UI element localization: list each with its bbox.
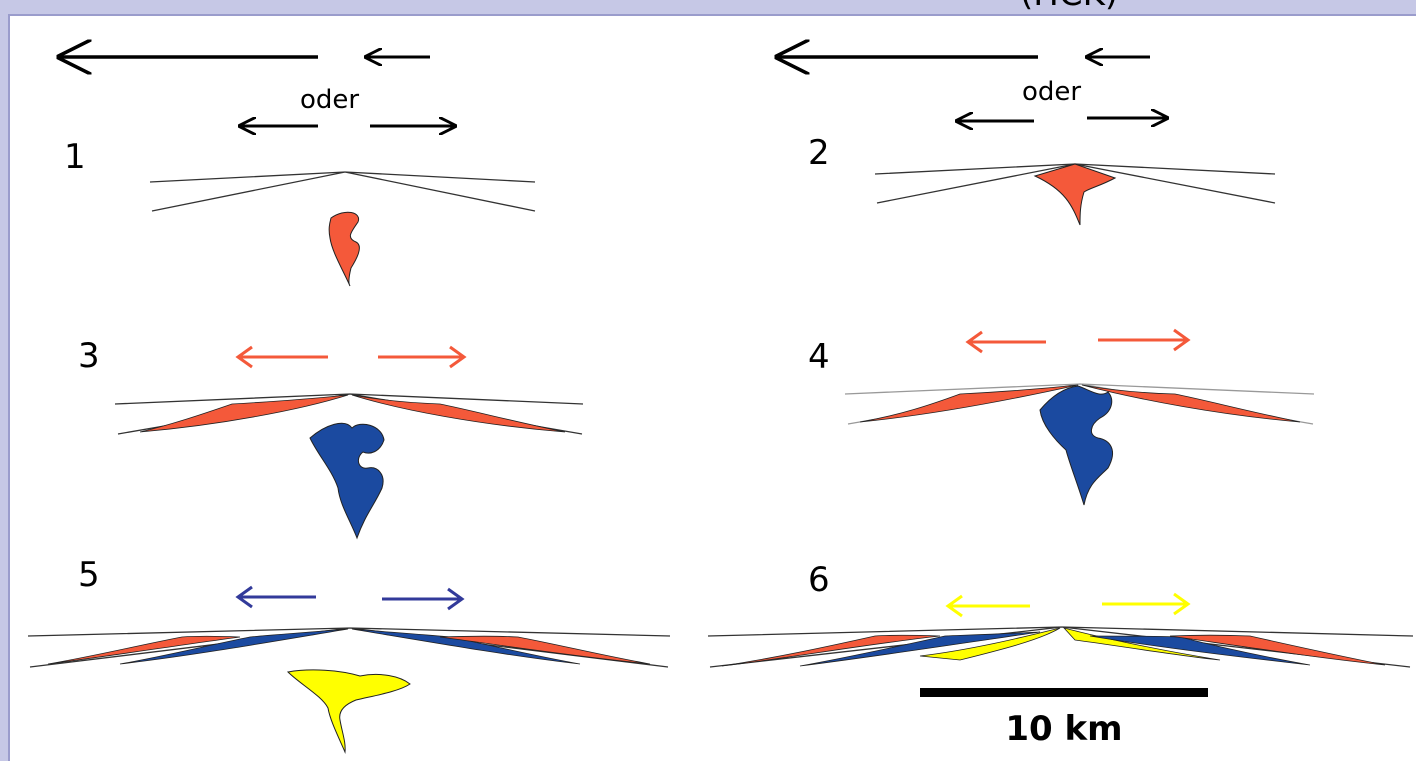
stage-6: 6 (707, 560, 1414, 668)
volcanic-layer-right-blue (1089, 635, 1311, 666)
volcanic-layer-left-blue (799, 631, 1041, 667)
stage-number: 2 (808, 133, 830, 173)
arrowhead-left (965, 330, 983, 354)
volcanic-layer-left-red (721, 634, 941, 667)
arrowhead-right (1173, 592, 1191, 616)
volcanic-layer-right (351, 394, 566, 433)
volcanic-layer-left-yellow (919, 627, 1061, 661)
stage-number: 6 (808, 560, 830, 600)
scale-bar-label: 10 km (1005, 709, 1122, 749)
stage-number: 5 (78, 555, 100, 595)
arrowhead-left (235, 345, 253, 369)
stage-number: 3 (78, 336, 100, 376)
alternative-label: oder (300, 85, 359, 115)
volcanic-layer-left-red (47, 635, 241, 665)
stage-number: 1 (64, 137, 86, 177)
crust-layer (149, 171, 536, 212)
crust-layer (707, 626, 1414, 668)
magma-body (286, 669, 411, 754)
stage-1: oder 1 (60, 57, 536, 287)
arrowhead-right (447, 587, 465, 611)
scale-bar-line (920, 688, 1208, 697)
arrowhead-left (945, 594, 963, 618)
volcanic-layer-right (1081, 384, 1301, 423)
stage-3: 3 (78, 336, 584, 540)
stage-number: 4 (808, 337, 830, 377)
magma-body (1033, 163, 1117, 226)
magma-body (309, 422, 385, 540)
header-caption: (HCK) (1020, 0, 1118, 14)
stage-4: 4 (808, 328, 1315, 506)
arrowhead-right (1173, 328, 1191, 352)
stage-2: oder 2 (778, 57, 1276, 226)
arrowhead-left (235, 585, 253, 609)
volcanic-layer-right-blue (351, 628, 581, 665)
volcanic-layer-left (859, 384, 1079, 423)
arrowhead-right (449, 345, 467, 369)
volcanic-layer-right-red (439, 635, 651, 665)
crust-layer (27, 627, 671, 668)
volcanic-layer-left (139, 394, 349, 433)
stage-5: 5 (27, 555, 671, 754)
magma-body (1039, 385, 1113, 506)
volcanic-layer-right-red (1169, 634, 1386, 666)
volcanic-layer-left-blue (119, 628, 349, 665)
magma-body (328, 211, 360, 287)
scale-bar: 10 km (920, 688, 1208, 749)
alternative-label: oder (1022, 77, 1081, 107)
